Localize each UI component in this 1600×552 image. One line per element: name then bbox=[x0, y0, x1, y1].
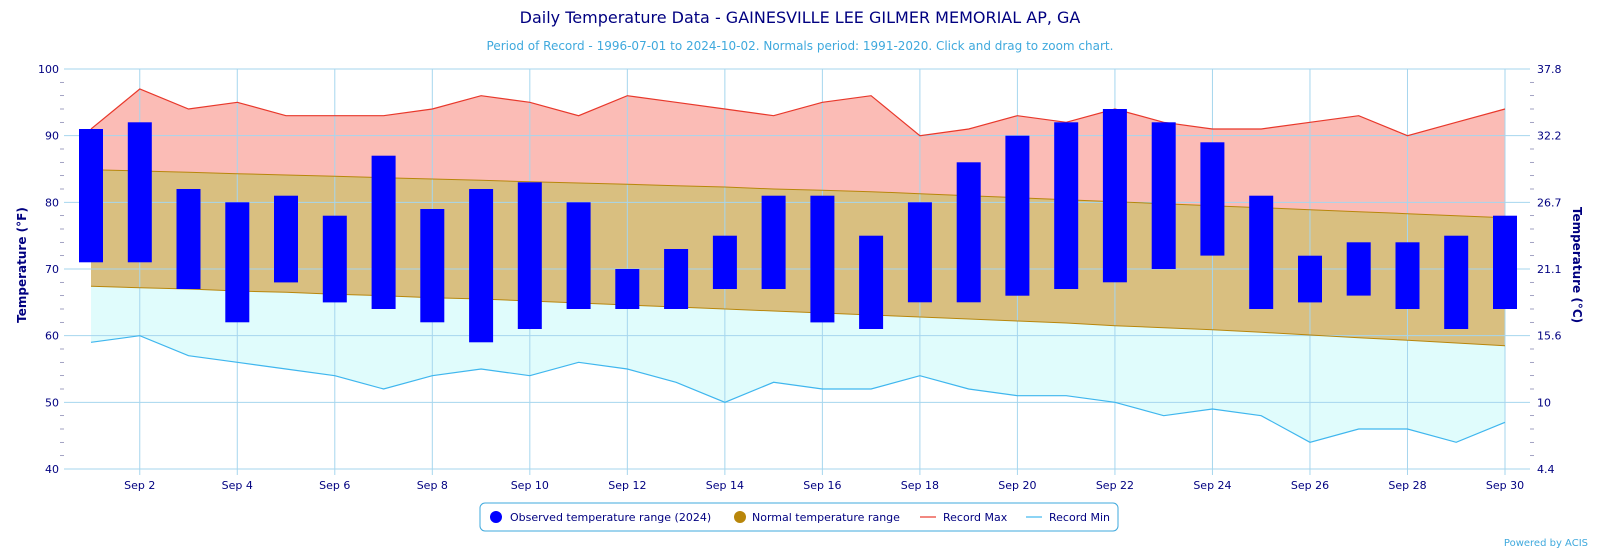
observed-range-bar[interactable] bbox=[1395, 242, 1420, 309]
y-tick-label-left: 50 bbox=[45, 396, 59, 409]
chart-legend: Observed temperature range (2024) Normal… bbox=[479, 502, 1119, 532]
x-tick-label: Sep 30 bbox=[1486, 479, 1524, 492]
observed-range-bar[interactable] bbox=[322, 215, 347, 303]
chart-title: Daily Temperature Data - GAINESVILLE LEE… bbox=[520, 8, 1081, 27]
observed-range-bar[interactable] bbox=[1200, 142, 1225, 256]
legend-label-observed: Observed temperature range (2024) bbox=[510, 511, 711, 524]
observed-range-bar[interactable] bbox=[127, 122, 152, 263]
observed-range-bar[interactable] bbox=[859, 235, 884, 329]
chart-subtitle: Period of Record - 1996-07-01 to 2024-10… bbox=[487, 39, 1114, 53]
x-tick-label: Sep 2 bbox=[124, 479, 155, 492]
observed-range-bar[interactable] bbox=[1444, 235, 1469, 329]
y-tick-label-right: 26.7 bbox=[1537, 196, 1562, 209]
observed-range-bar[interactable] bbox=[1493, 215, 1517, 309]
y-tick-label-right: 15.6 bbox=[1537, 330, 1562, 343]
observed-range-bar[interactable] bbox=[1102, 109, 1127, 283]
x-tick-label: Sep 18 bbox=[901, 479, 939, 492]
observed-range-bar[interactable] bbox=[420, 209, 445, 323]
x-tick-label: Sep 10 bbox=[511, 479, 549, 492]
observed-range-bar[interactable] bbox=[1054, 122, 1079, 289]
y-tick-label-left: 40 bbox=[45, 463, 59, 476]
x-tick-label: Sep 26 bbox=[1291, 479, 1329, 492]
y-tick-label-right: 10 bbox=[1537, 396, 1551, 409]
observed-range-bar[interactable] bbox=[517, 182, 542, 329]
x-tick-label: Sep 12 bbox=[608, 479, 646, 492]
y-tick-label-right: 4.4 bbox=[1537, 463, 1555, 476]
legend-item-record-max[interactable]: Record Max bbox=[920, 511, 1008, 524]
observed-range-bar[interactable] bbox=[907, 202, 932, 303]
x-tick-label: Sep 14 bbox=[706, 479, 744, 492]
observed-range-bar[interactable] bbox=[1249, 195, 1274, 309]
observed-range-bar[interactable] bbox=[664, 249, 689, 309]
observed-range-bar[interactable] bbox=[810, 195, 835, 323]
y-tick-label-left: 90 bbox=[45, 130, 59, 143]
observed-range-bar[interactable] bbox=[371, 155, 396, 309]
observed-dot-icon bbox=[490, 511, 502, 523]
legend-box bbox=[479, 502, 1119, 532]
observed-range-bar[interactable] bbox=[712, 235, 737, 289]
y-tick-label-left: 60 bbox=[45, 330, 59, 343]
record-max-band bbox=[91, 89, 1505, 218]
credit-link[interactable]: Powered by ACIS bbox=[1504, 538, 1588, 549]
x-tick-label: Sep 8 bbox=[417, 479, 448, 492]
y-tick-label-left: 70 bbox=[45, 263, 59, 276]
record-min-band bbox=[91, 286, 1505, 443]
observed-range-bar[interactable] bbox=[761, 195, 786, 289]
legend-item-record-min[interactable]: Record Min bbox=[1026, 511, 1110, 524]
y-axis-title-left: Temperature (°F) bbox=[15, 207, 29, 323]
y-tick-label-right: 21.1 bbox=[1537, 263, 1562, 276]
y-tick-label-right: 32.2 bbox=[1537, 130, 1562, 143]
observed-range-bar[interactable] bbox=[1298, 255, 1322, 303]
normal-range-band bbox=[91, 169, 1505, 346]
plot-area[interactable]: 40 50 60 70 80 90 100 4.4 10 15.6 21.1 26.7 32.2 37.8… bbox=[38, 63, 1562, 492]
y-axis-title-right: Temperature (°C) bbox=[1570, 207, 1584, 323]
legend-label-record-min: Record Min bbox=[1049, 511, 1110, 524]
y-tick-label-left: 100 bbox=[38, 63, 59, 76]
observed-range-bar[interactable] bbox=[1005, 135, 1030, 296]
observed-range-bar[interactable] bbox=[79, 129, 103, 263]
x-tick-label: Sep 16 bbox=[803, 479, 841, 492]
x-tick-label: Sep 4 bbox=[222, 479, 253, 492]
legend-item-normal[interactable]: Normal temperature range bbox=[734, 511, 900, 524]
legend-label-normal: Normal temperature range bbox=[752, 511, 900, 524]
legend-label-record-max: Record Max bbox=[943, 511, 1008, 524]
y-tick-label-right: 37.8 bbox=[1537, 63, 1562, 76]
observed-range-bar[interactable] bbox=[1346, 242, 1371, 296]
record-max-line[interactable] bbox=[90, 88, 1506, 137]
observed-range-bar[interactable] bbox=[1151, 122, 1176, 269]
observed-range-bar[interactable] bbox=[956, 162, 981, 303]
y-tick-label-left: 80 bbox=[45, 196, 59, 209]
x-tick-label: Sep 20 bbox=[998, 479, 1036, 492]
normal-dot-icon bbox=[734, 511, 746, 523]
observed-range-bar[interactable] bbox=[469, 189, 494, 343]
observed-range-bar[interactable] bbox=[615, 269, 640, 309]
x-tick-label: Sep 24 bbox=[1193, 479, 1231, 492]
x-tick-label: Sep 28 bbox=[1388, 479, 1426, 492]
x-tick-label: Sep 22 bbox=[1096, 479, 1134, 492]
observed-range-bar[interactable] bbox=[274, 195, 298, 283]
observed-range-bar[interactable] bbox=[176, 189, 201, 289]
record-min-line[interactable] bbox=[90, 335, 1506, 443]
observed-range-bar[interactable] bbox=[225, 202, 250, 323]
x-tick-label: Sep 6 bbox=[319, 479, 350, 492]
legend-item-observed[interactable]: Observed temperature range (2024) bbox=[490, 511, 711, 524]
observed-range-bar[interactable] bbox=[566, 202, 591, 309]
